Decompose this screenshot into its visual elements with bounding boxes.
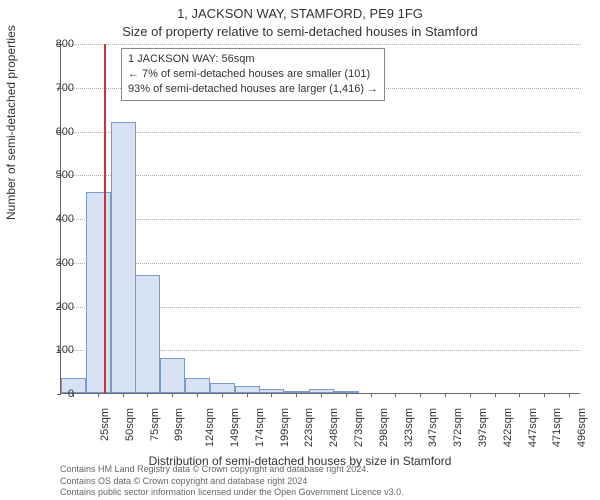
x-tick-mark (296, 393, 297, 397)
gridline (61, 132, 581, 133)
histogram-bar (210, 383, 235, 393)
x-tick-label: 199sqm (279, 408, 291, 447)
histogram-bar (160, 358, 185, 393)
y-tick-label: 600 (34, 126, 74, 138)
x-tick-mark (420, 393, 421, 397)
x-tick-label: 422sqm (502, 408, 514, 447)
gridline (61, 44, 581, 45)
x-tick-label: 50sqm (124, 408, 136, 441)
y-tick-label: 700 (34, 82, 74, 94)
y-tick-label: 500 (34, 169, 74, 181)
annotation-line-2: ← 7% of semi-detached houses are smaller… (128, 67, 378, 82)
x-tick-label: 372sqm (452, 408, 464, 447)
histogram-bar (284, 391, 309, 393)
histogram-bar (86, 192, 111, 393)
x-tick-label: 298sqm (378, 408, 390, 447)
footer-line-3: Contains public sector information licen… (60, 487, 404, 498)
x-tick-label: 471sqm (551, 408, 563, 447)
x-tick-label: 323sqm (403, 408, 415, 447)
y-tick-label: 300 (34, 257, 74, 269)
x-tick-mark (346, 393, 347, 397)
plot-area: 1 JACKSON WAY: 56sqm← 7% of semi-detache… (60, 44, 580, 394)
x-tick-mark (247, 393, 248, 397)
x-tick-label: 496sqm (576, 408, 588, 447)
histogram-bar (334, 391, 359, 393)
x-tick-label: 25sqm (100, 408, 112, 441)
histogram-bar (259, 389, 284, 393)
histogram-bar (135, 275, 160, 393)
x-tick-label: 273sqm (353, 408, 365, 447)
marker-line (104, 44, 106, 393)
x-tick-label: 248sqm (328, 408, 340, 447)
x-tick-mark (371, 393, 372, 397)
footer-line-1: Contains HM Land Registry data © Crown c… (60, 464, 404, 475)
histogram-bar (235, 386, 260, 393)
x-tick-label: 149sqm (230, 408, 242, 447)
x-tick-mark (222, 393, 223, 397)
histogram-bar (309, 389, 334, 393)
gridline (61, 263, 581, 264)
x-tick-mark (519, 393, 520, 397)
x-tick-mark (321, 393, 322, 397)
x-tick-mark (172, 393, 173, 397)
annotation-line-1: 1 JACKSON WAY: 56sqm (128, 52, 378, 67)
gridline (61, 219, 581, 220)
y-axis-label: Number of semi-detached properties (4, 25, 18, 220)
x-tick-mark (98, 393, 99, 397)
y-tick-label: 400 (34, 213, 74, 225)
x-tick-label: 397sqm (477, 408, 489, 447)
x-tick-mark (569, 393, 570, 397)
histogram-bar (185, 378, 210, 393)
x-tick-mark (395, 393, 396, 397)
x-tick-label: 347sqm (427, 408, 439, 447)
annotation-line-3: 93% of semi-detached houses are larger (… (128, 82, 378, 97)
x-tick-mark (197, 393, 198, 397)
x-tick-label: 447sqm (527, 408, 539, 447)
y-tick-label: 200 (34, 301, 74, 313)
x-tick-mark (495, 393, 496, 397)
y-tick-label: 0 (34, 388, 74, 400)
x-tick-label: 174sqm (254, 408, 266, 447)
y-tick-label: 800 (34, 38, 74, 50)
gridline (61, 175, 581, 176)
histogram-bar (111, 122, 136, 393)
x-tick-label: 99sqm (173, 408, 185, 441)
footer-text: Contains HM Land Registry data © Crown c… (60, 464, 404, 498)
x-tick-mark (544, 393, 545, 397)
annotation-box: 1 JACKSON WAY: 56sqm← 7% of semi-detache… (121, 48, 385, 101)
x-tick-label: 75sqm (149, 408, 161, 441)
histogram-chart: 1, JACKSON WAY, STAMFORD, PE9 1FG Size o… (0, 0, 600, 500)
x-tick-mark (147, 393, 148, 397)
x-tick-mark (123, 393, 124, 397)
y-tick-label: 100 (34, 344, 74, 356)
x-tick-mark (271, 393, 272, 397)
x-tick-label: 223sqm (303, 408, 315, 447)
x-tick-mark (445, 393, 446, 397)
chart-title-sub: Size of property relative to semi-detach… (0, 24, 600, 39)
x-tick-label: 124sqm (205, 408, 217, 447)
footer-line-2: Contains OS data © Crown copyright and d… (60, 476, 404, 487)
x-tick-mark (470, 393, 471, 397)
chart-title-main: 1, JACKSON WAY, STAMFORD, PE9 1FG (0, 6, 600, 21)
